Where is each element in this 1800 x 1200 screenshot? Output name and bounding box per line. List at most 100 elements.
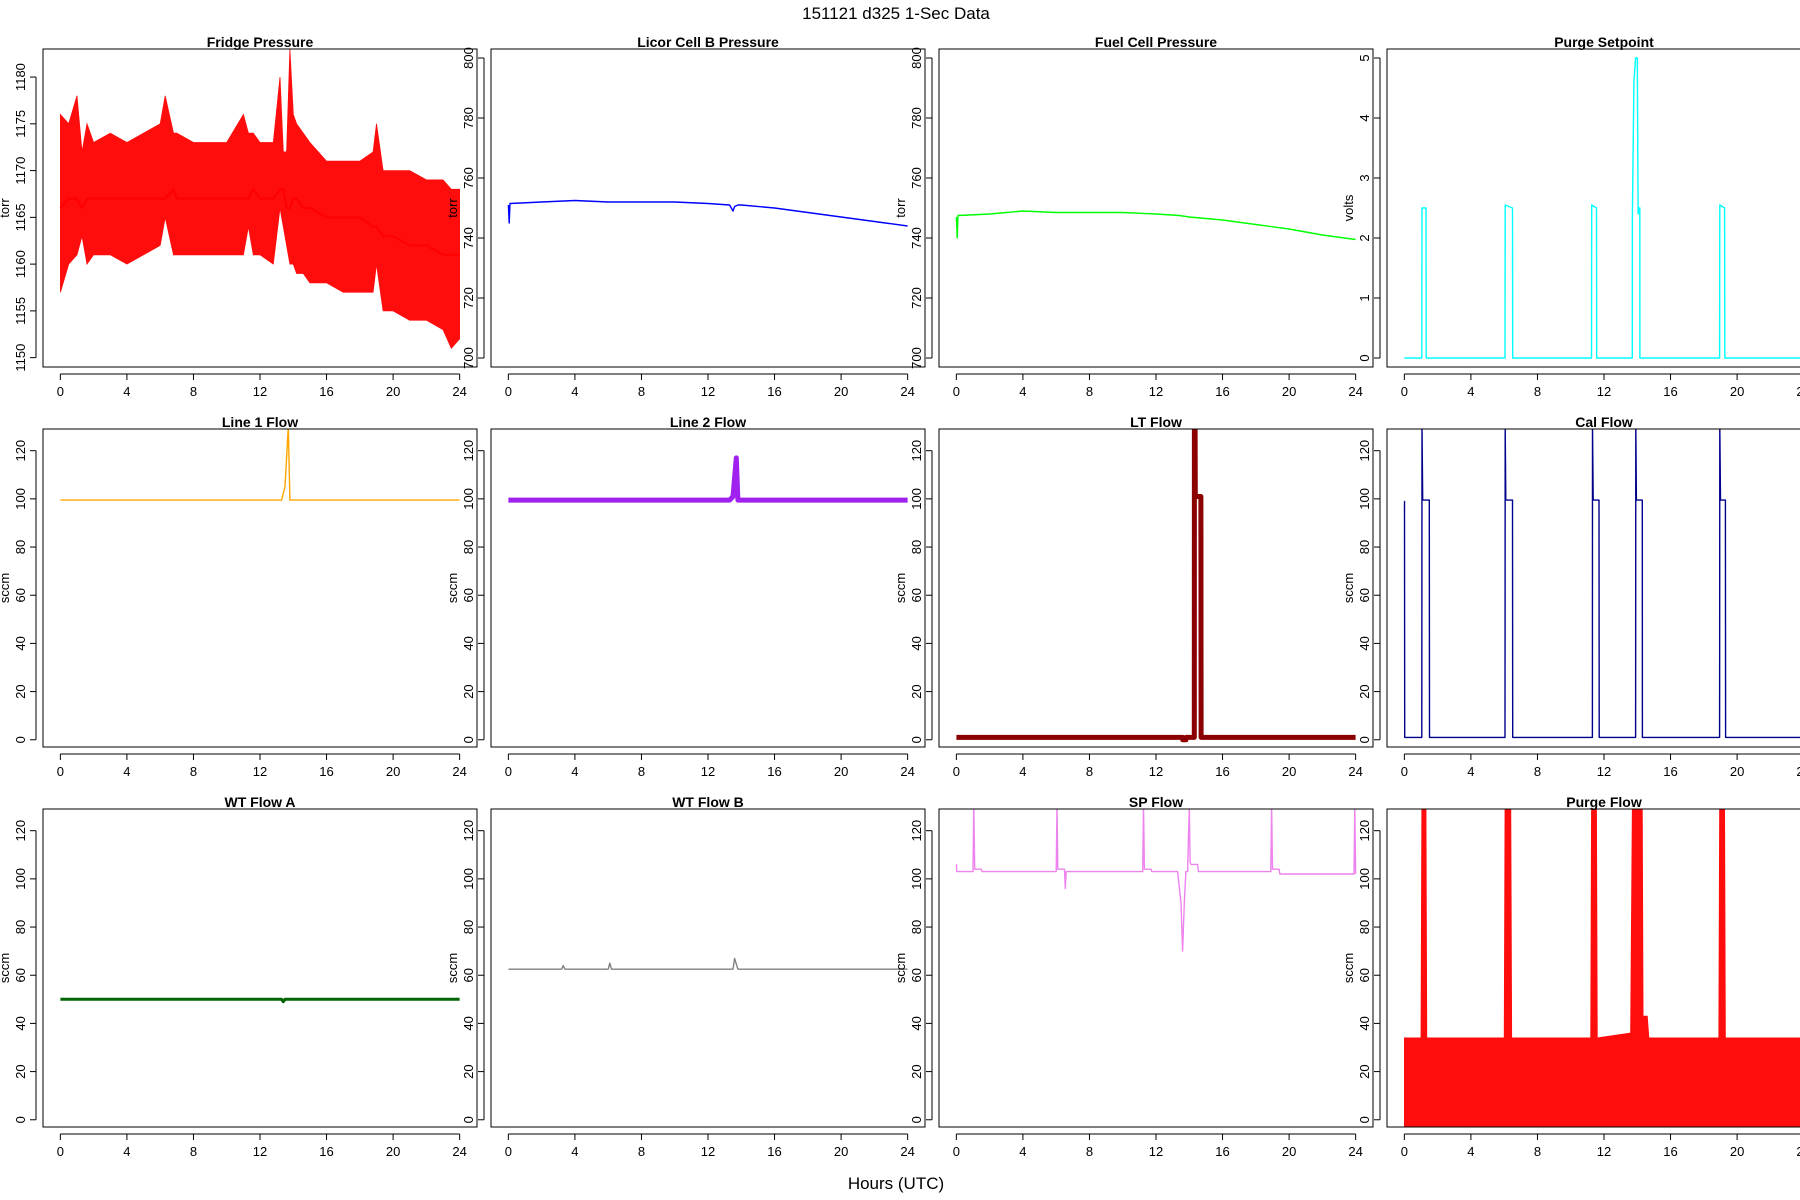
plot-area (1404, 809, 1800, 1127)
y-tick-label: 700 (461, 347, 476, 369)
y-tick-label: 60 (1357, 588, 1372, 602)
y-tick-label: 120 (1357, 820, 1372, 842)
y-tick-label: 100 (13, 868, 28, 890)
y-tick-label: 100 (909, 868, 924, 890)
x-tick-label: 8 (190, 384, 197, 399)
plot-frame (42, 428, 478, 748)
x-tick-label: 8 (1534, 764, 1541, 779)
x-tick-label: 0 (57, 384, 64, 399)
plot-frame (1386, 48, 1800, 368)
x-tick-label: 24 (452, 384, 466, 399)
y-axis-label: sccm (0, 953, 12, 983)
chart-panel-7: LT Flow 0 20 40 60 80 100 120 sccm 0 4 8 12 16 20 24 (893, 414, 1374, 779)
figure-title: 151121 d325 1-Sec Data (802, 4, 990, 23)
x-tick-label: 4 (1019, 384, 1026, 399)
chart-title: Fuel Cell Pressure (1095, 34, 1217, 50)
y-tick-label: 0 (909, 1116, 924, 1123)
y-tick-label: 80 (461, 920, 476, 934)
x-tick-label: 24 (900, 764, 914, 779)
chart-title: SP Flow (1129, 794, 1183, 810)
x-tick-label: 4 (1019, 1144, 1026, 1159)
y-tick-label: 40 (909, 1016, 924, 1030)
y-tick-label: 1160 (13, 250, 28, 278)
y-tick-label: 80 (13, 920, 28, 934)
y-tick-label: 760 (909, 167, 924, 189)
x-tick-label: 20 (1730, 1144, 1744, 1159)
y-tick-label: 60 (461, 968, 476, 982)
x-tick-label: 16 (767, 384, 781, 399)
y-axis: 0 20 40 60 80 100 120 (909, 440, 933, 743)
y-tick-label: 40 (1357, 636, 1372, 650)
y-tick-label: 100 (909, 488, 924, 510)
x-tick-label: 16 (1215, 764, 1229, 779)
x-tick-label: 24 (452, 764, 466, 779)
x-tick-label: 12 (253, 764, 267, 779)
y-tick-label: 0 (909, 736, 924, 743)
x-tick-label: 0 (953, 1144, 960, 1159)
y-tick-label: 60 (909, 968, 924, 982)
plot-area (956, 429, 1356, 743)
chart-panel-9: WT Flow A 0 20 40 60 80 100 120 sccm 0 4 8 12 16 20 24 (0, 794, 478, 1159)
x-tick-label: 8 (1086, 1144, 1093, 1159)
y-tick-label: 20 (461, 1064, 476, 1078)
plot-frame (490, 48, 926, 368)
y-tick-label: 1150 (13, 344, 28, 372)
x-tick-label: 0 (1401, 764, 1408, 779)
x-axis: 0 4 8 12 16 20 24 (1401, 753, 1800, 779)
chart-panel-12: Purge Flow 0 20 40 60 80 100 120 sccm 0 4 8 12 16 20 24 (1341, 794, 1800, 1159)
series-line (955, 210, 1356, 241)
y-tick-label: 120 (13, 820, 28, 842)
y-tick-label: 80 (909, 920, 924, 934)
chart-title: Licor Cell B Pressure (637, 34, 779, 50)
plot-frame (490, 808, 926, 1128)
y-tick-label: 720 (461, 287, 476, 309)
x-tick-label: 24 (1796, 384, 1800, 399)
y-tick-label: 120 (909, 440, 924, 462)
series-line (60, 997, 460, 1004)
y-axis-label: torr (445, 198, 460, 218)
x-tick-label: 8 (1534, 384, 1541, 399)
series-line (59, 187, 460, 256)
x-axis: 0 4 8 12 16 20 24 (505, 373, 915, 399)
chart-title: WT Flow A (224, 794, 295, 810)
x-tick-label: 0 (1401, 384, 1408, 399)
x-tick-label: 20 (386, 384, 400, 399)
y-axis-label: sccm (1341, 953, 1356, 983)
x-tick-label: 20 (1282, 1144, 1296, 1159)
series-band (1404, 809, 1800, 1127)
x-tick-label: 0 (1401, 1144, 1408, 1159)
x-tick-label: 4 (1019, 764, 1026, 779)
y-tick-label: 0 (461, 1116, 476, 1123)
x-tick-label: 8 (638, 764, 645, 779)
x-tick-label: 4 (123, 764, 130, 779)
y-tick-label: 40 (13, 1016, 28, 1030)
y-axis-label: torr (893, 198, 908, 218)
y-tick-label: 20 (1357, 684, 1372, 698)
chart-title: Purge Setpoint (1554, 34, 1654, 50)
y-tick-label: 120 (461, 440, 476, 462)
chart-panel-5: Line 1 Flow 0 20 40 60 80 100 120 sccm 0 4 8 12 16 20 2… (0, 414, 478, 779)
x-tick-label: 0 (505, 1144, 512, 1159)
y-tick-label: 100 (13, 488, 28, 510)
x-tick-label: 8 (190, 764, 197, 779)
x-tick-label: 8 (1534, 1144, 1541, 1159)
y-tick-label: 40 (1357, 1016, 1372, 1030)
y-tick-label: 780 (461, 107, 476, 129)
x-tick-label: 4 (1467, 764, 1474, 779)
y-tick-label: 1 (1357, 294, 1372, 301)
x-tick-label: 4 (571, 1144, 578, 1159)
series-line (508, 957, 908, 970)
x-tick-label: 8 (190, 1144, 197, 1159)
y-tick-label: 740 (909, 227, 924, 249)
x-tick-label: 4 (123, 1144, 130, 1159)
plot-frame (42, 48, 478, 368)
y-tick-label: 5 (1357, 54, 1372, 61)
y-tick-label: 60 (461, 588, 476, 602)
x-tick-label: 20 (386, 764, 400, 779)
x-tick-label: 16 (767, 764, 781, 779)
x-tick-label: 12 (1597, 1144, 1611, 1159)
y-tick-label: 20 (909, 684, 924, 698)
y-axis: 0 20 40 60 80 100 120 (13, 820, 37, 1123)
x-tick-label: 20 (1730, 764, 1744, 779)
x-tick-label: 16 (1215, 1144, 1229, 1159)
